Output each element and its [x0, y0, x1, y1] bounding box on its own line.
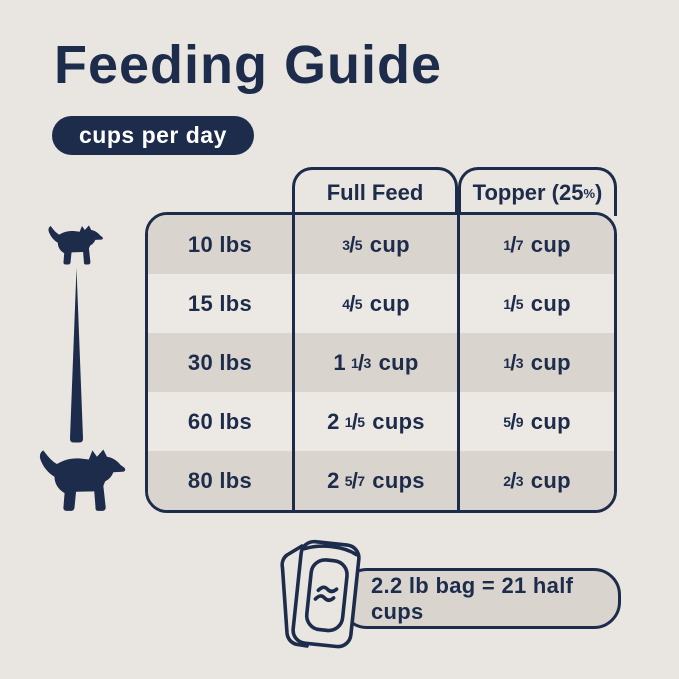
large-dog-icon	[36, 444, 127, 515]
full-feed-cell: 2 5/7 cups	[292, 451, 457, 510]
topper-cell: 1/5 cup	[457, 274, 614, 333]
weight-cell: 15 lbs	[187, 290, 253, 316]
cups-per-day-badge: cups per day	[52, 116, 254, 155]
column-header-topper: Topper (25%)	[458, 167, 617, 216]
full-feed-cell: 4/5 cup	[292, 274, 457, 333]
topper-cell: 1/7 cup	[457, 215, 614, 274]
topper-percent-sign: %	[583, 185, 596, 201]
weight-cell: 30 lbs	[187, 349, 253, 375]
food-bag-icon	[274, 536, 366, 655]
table-row: 30 lbs 1 1/3 cup 1/3 cup	[148, 333, 614, 392]
feeding-table: 10 lbs 3/5 cup 1/7 cup 15 lbs 4/5 cup 1/5 cu…	[145, 212, 617, 513]
table-row: 80 lbs 2 5/7 cups 2/3 cup	[148, 451, 614, 510]
full-feed-cell: 1 1/3 cup	[292, 333, 457, 392]
full-feed-cell: 2 1/5 cups	[292, 392, 457, 451]
topper-label-close: )	[595, 180, 603, 205]
badge-label: cups per day	[79, 122, 227, 148]
weight-cell: 10 lbs	[187, 231, 253, 257]
table-row: 60 lbs 2 1/5 cups 5/9 cup	[148, 392, 614, 451]
topper-cell: 1/3 cup	[457, 333, 614, 392]
column-header-full-feed: Full Feed	[292, 167, 458, 216]
table-row: 10 lbs 3/5 cup 1/7 cup	[148, 215, 614, 274]
small-dog-icon	[46, 223, 104, 266]
table-row: 15 lbs 4/5 cup 1/5 cup	[148, 274, 614, 333]
topper-cell: 2/3 cup	[457, 451, 614, 510]
size-increase-wedge	[67, 268, 86, 444]
bag-note-pill: 2.2 lb bag = 21 half cups	[340, 568, 621, 629]
topper-label: Topper (25	[472, 180, 584, 205]
weight-cell: 60 lbs	[187, 408, 253, 434]
full-feed-label: Full Feed	[326, 180, 424, 205]
full-feed-cell: 3/5 cup	[292, 215, 457, 274]
page-title: Feeding Guide	[54, 35, 443, 95]
bag-note-text: 2.2 lb bag = 21 half cups	[371, 572, 574, 624]
topper-cell: 5/9 cup	[457, 392, 614, 451]
weight-cell: 80 lbs	[187, 467, 253, 493]
